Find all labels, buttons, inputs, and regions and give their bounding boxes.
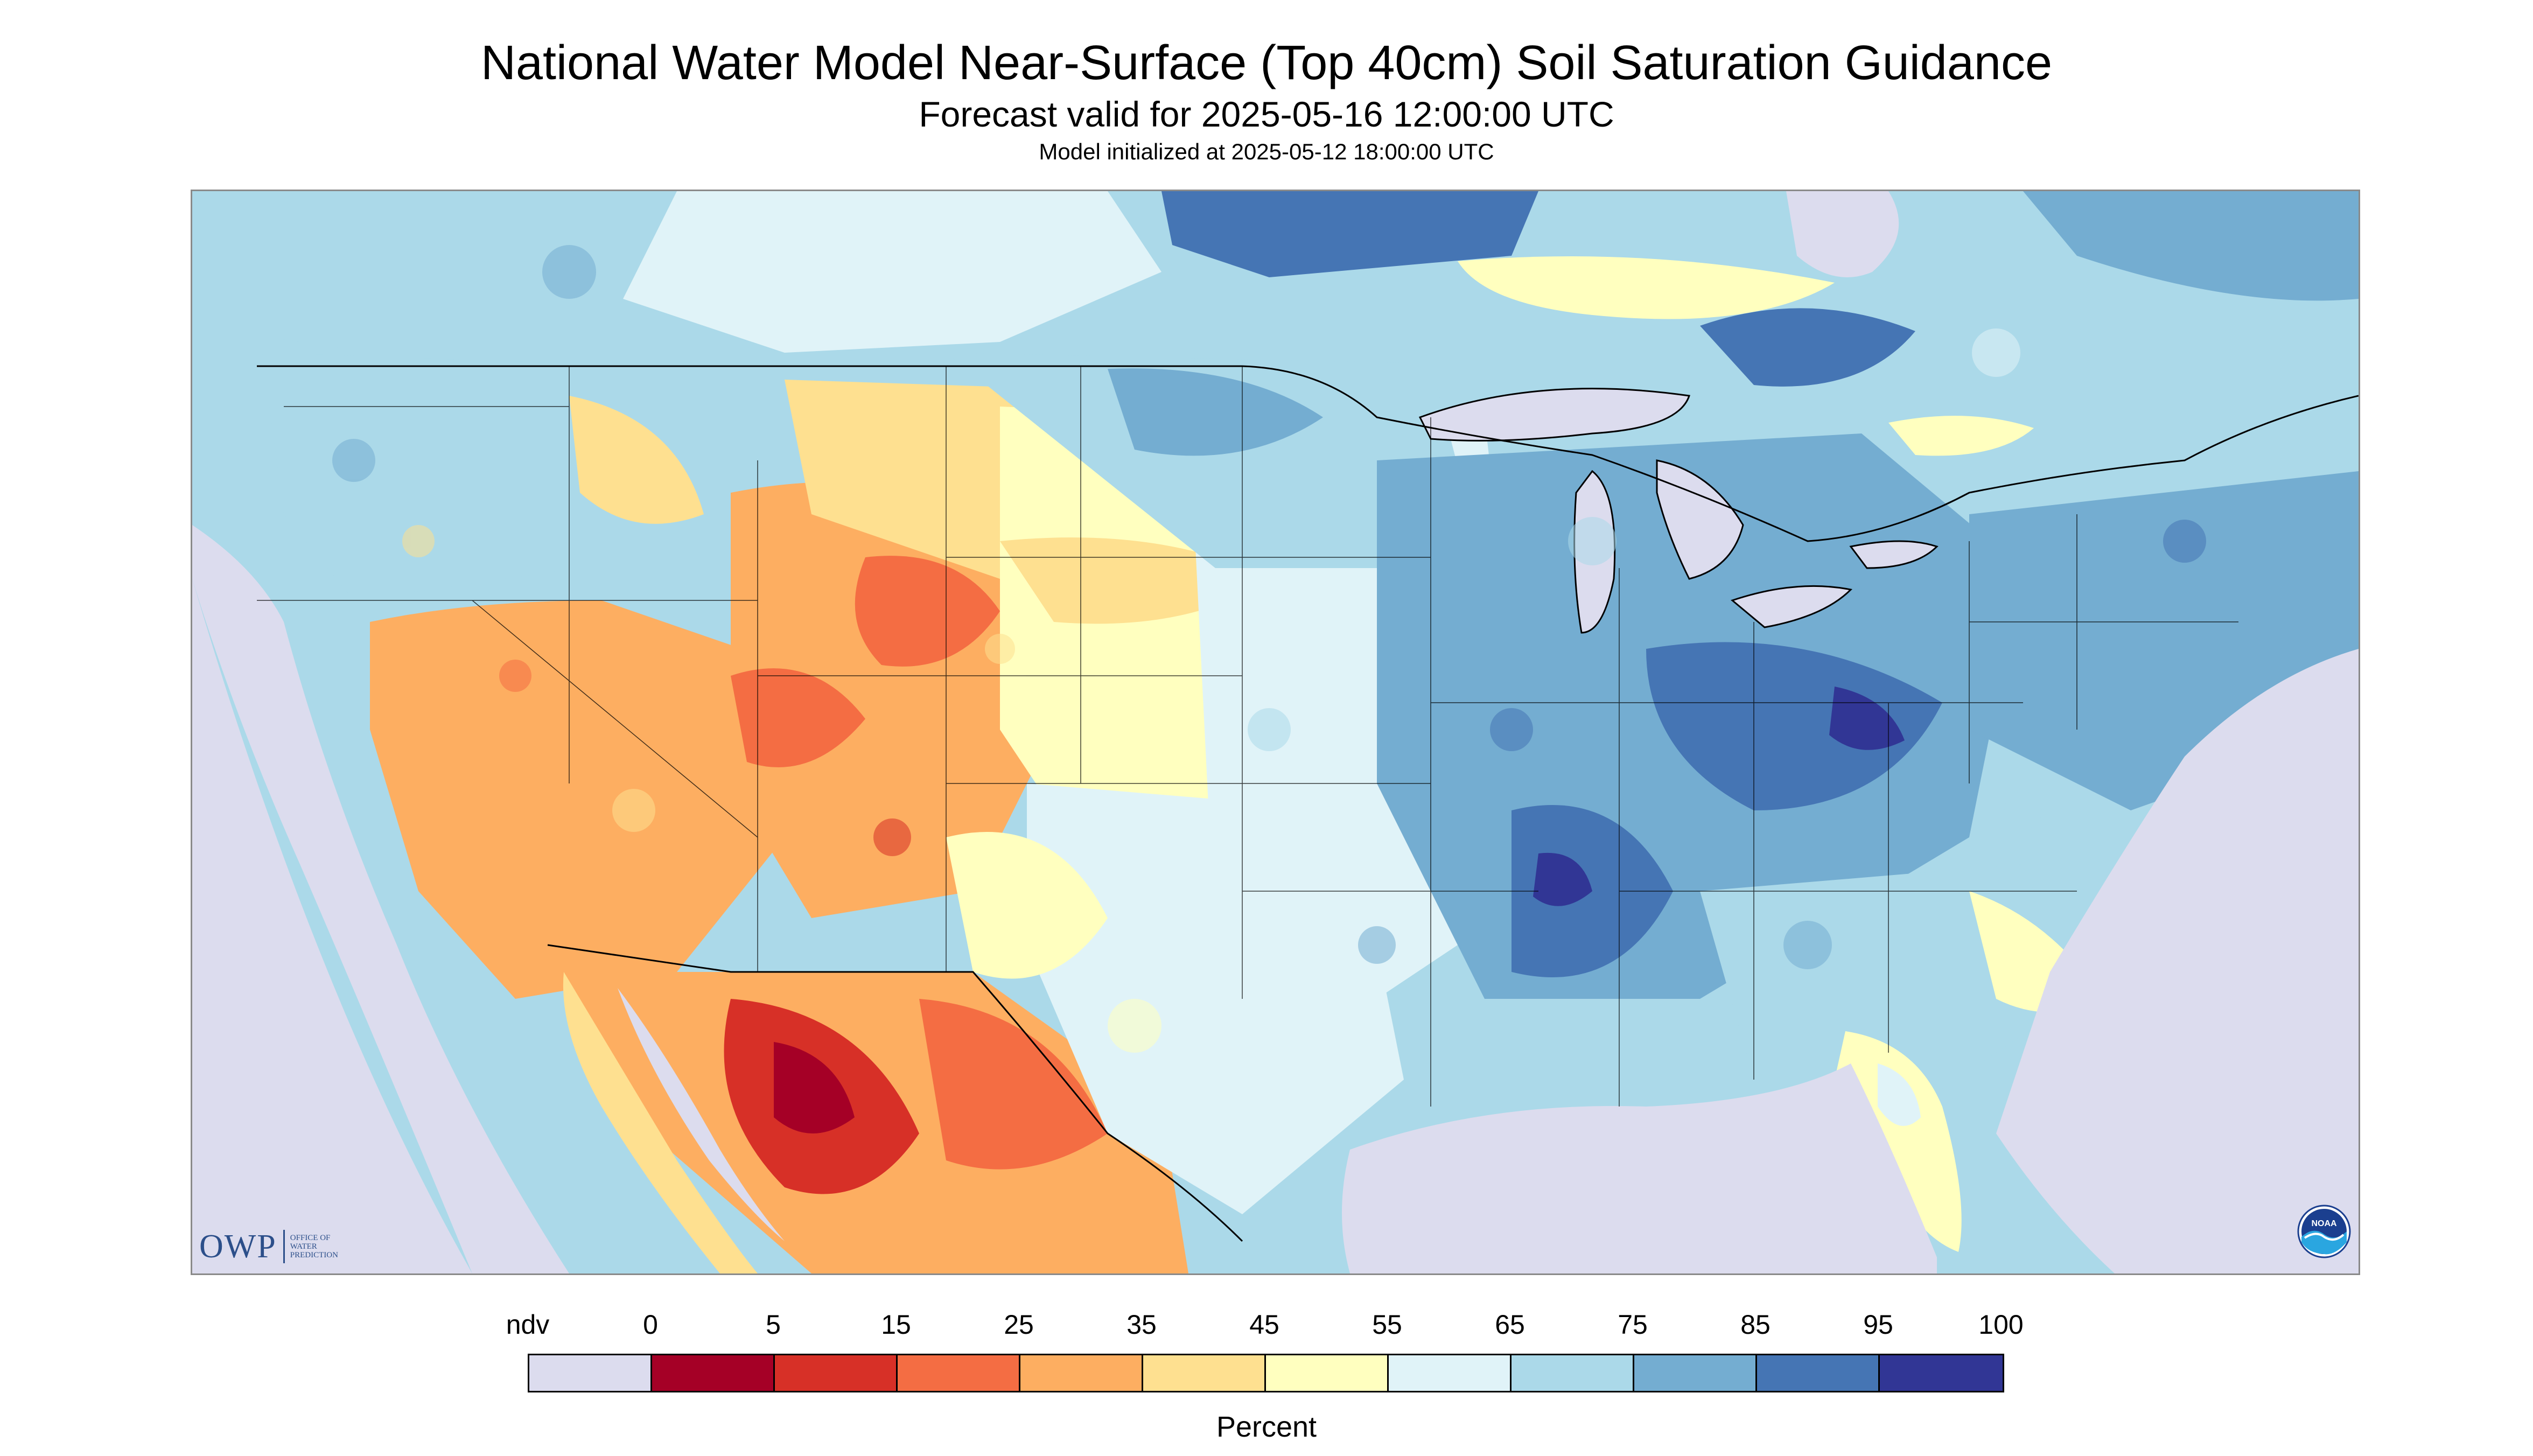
owp-logo-divider	[283, 1230, 285, 1263]
legend-swatch	[1757, 1355, 1880, 1391]
utah-red	[731, 668, 865, 767]
map-title: National Water Model Near-Surface (Top 4…	[480, 36, 2052, 90]
owp-logo: OWP OFFICE OF WATER PREDICTION	[199, 1225, 360, 1268]
gulf-of-mexico	[1342, 1063, 1937, 1273]
atlantic-ocean	[1996, 649, 2359, 1273]
legend-tick-label: 45	[1249, 1310, 1279, 1340]
quebec-yellow	[1888, 416, 2034, 456]
legend-tick-label: 100	[1978, 1310, 2024, 1340]
colorado-red	[855, 556, 1000, 667]
legend-tick-label: 35	[1126, 1310, 1157, 1340]
us-mexico-border	[547, 944, 1243, 1242]
canada-light-patch	[623, 191, 1161, 353]
us-canada-border	[257, 365, 2359, 542]
pacific-northwest	[262, 353, 580, 600]
pacific-ocean	[192, 525, 569, 1273]
legend-tick-label: 25	[1004, 1310, 1034, 1340]
mississippi-deep	[1533, 852, 1592, 906]
owp-logo-text: OFFICE OF WATER PREDICTION	[290, 1234, 338, 1259]
legend-swatch	[1143, 1355, 1266, 1391]
legend-swatch	[898, 1355, 1020, 1391]
state-boundaries	[257, 366, 2238, 1107]
legend-tick-label: 65	[1495, 1310, 1525, 1340]
soil-saturation-map	[191, 190, 2360, 1275]
map-canvas	[192, 191, 2359, 1273]
west-texas-pale	[946, 832, 1108, 979]
legend-swatch	[1512, 1355, 1634, 1391]
gulf-of-california	[618, 988, 785, 1241]
legend-tick-label: 75	[1618, 1310, 1648, 1340]
legend-tick-label: 15	[881, 1310, 911, 1340]
dakota-blue	[1108, 368, 1323, 456]
legend-colorbar	[528, 1354, 2004, 1392]
ohio-valley-dark	[1646, 642, 1942, 810]
legend-unit-label: Percent	[1216, 1411, 1317, 1443]
legend-swatch	[1880, 1355, 2003, 1391]
forecast-valid-time: Forecast valid for 2025-05-16 12:00:00 U…	[919, 94, 1614, 134]
noaa-logo: NOAA	[2297, 1205, 2351, 1258]
legend-swatch	[1634, 1355, 1757, 1391]
lake-erie	[1730, 585, 1853, 628]
quebec-dark	[2023, 191, 2359, 301]
idaho-orange	[569, 396, 704, 524]
legend-swatch	[1389, 1355, 1512, 1391]
florida	[1835, 1031, 1962, 1252]
svg-text:NOAA: NOAA	[2311, 1219, 2337, 1228]
florida-light	[1878, 1063, 1921, 1126]
legend-swatch	[1266, 1355, 1389, 1391]
canada-yellow-band	[1458, 256, 1835, 319]
legend-tick-label: ndv	[506, 1310, 550, 1340]
legend-tick-label: 55	[1372, 1310, 1402, 1340]
owp-logo-mark: OWP	[199, 1228, 277, 1265]
legend-tick-label: 0	[643, 1310, 658, 1340]
legend-swatch	[775, 1355, 898, 1391]
canada-dark-patch	[1161, 191, 1538, 277]
legend-swatch	[652, 1355, 775, 1391]
sonora-deep-red	[774, 1042, 855, 1133]
legend-swatch	[1020, 1355, 1143, 1391]
legend-swatch	[529, 1355, 652, 1391]
texture-speckle	[332, 245, 2206, 1053]
model-init-time: Model initialized at 2025-05-12 18:00:00…	[1039, 139, 1494, 164]
lake-ontario	[1849, 540, 1939, 569]
hudson-bay	[1786, 191, 1899, 277]
canada-blue-lobe	[1700, 308, 1915, 387]
legend-tick-label: 95	[1863, 1310, 1893, 1340]
lake-huron	[1656, 459, 1744, 580]
chihuahua-orange	[919, 999, 1108, 1170]
legend-tick-labels: ndv 0 5 15 25 35 45 55 65 75 85 95 100	[0, 1307, 2533, 1345]
legend-tick-label: 85	[1740, 1310, 1771, 1340]
great-basin-dry	[370, 600, 785, 999]
legend-tick-label: 5	[766, 1310, 781, 1340]
